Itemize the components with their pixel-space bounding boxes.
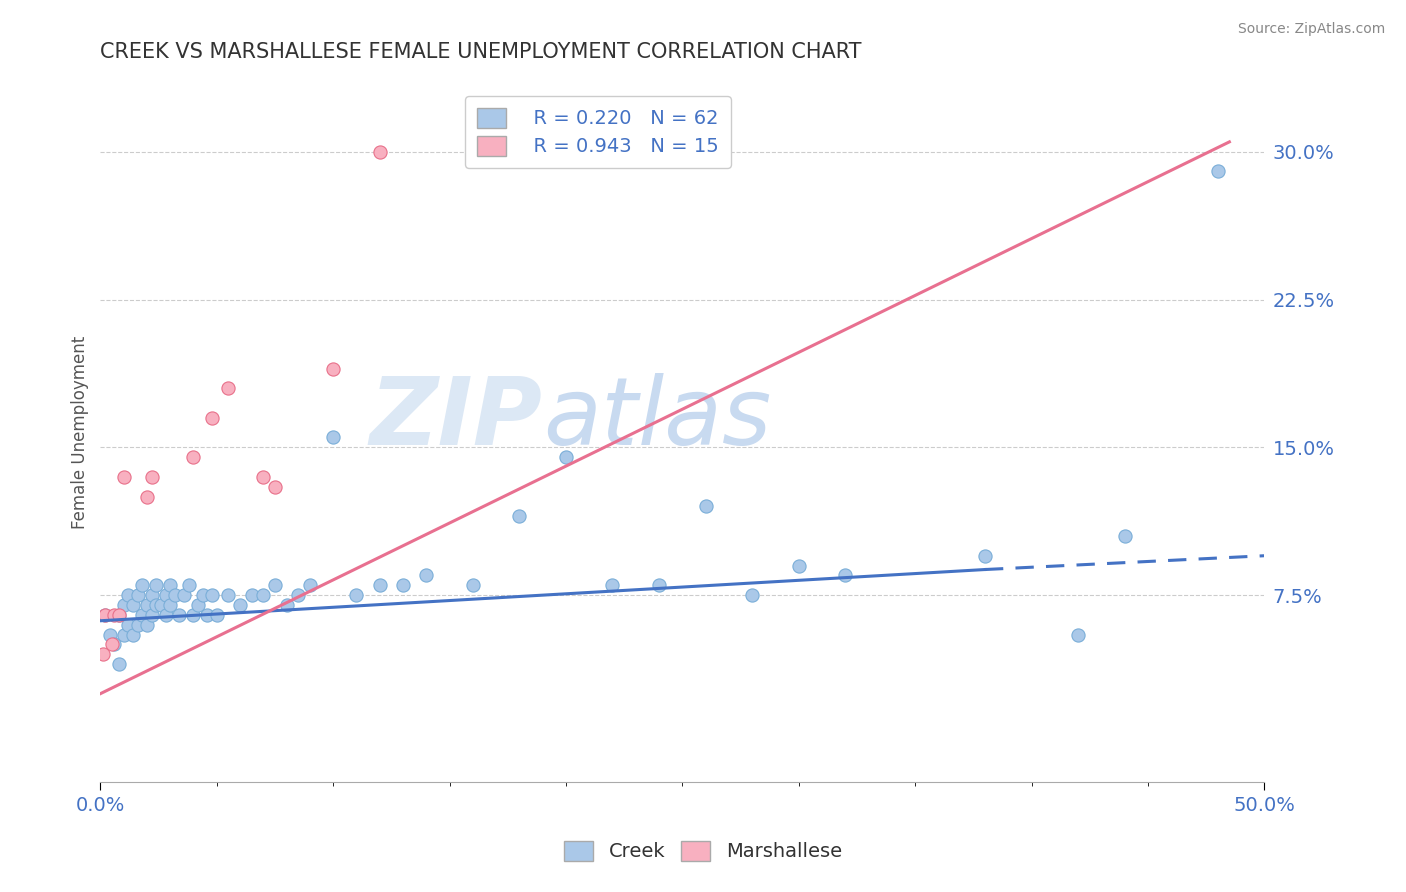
Point <box>159 598 181 612</box>
Point <box>1206 164 1229 178</box>
Point <box>135 490 157 504</box>
Point <box>163 588 186 602</box>
Point <box>1067 627 1090 641</box>
Point <box>155 607 177 622</box>
Point <box>135 598 157 612</box>
Point <box>98 627 121 641</box>
Point <box>555 450 578 465</box>
Point <box>127 588 149 602</box>
Point <box>135 617 157 632</box>
Point <box>141 470 163 484</box>
Point <box>108 657 131 672</box>
Text: atlas: atlas <box>543 373 770 464</box>
Point <box>648 578 671 592</box>
Text: CREEK VS MARSHALLESE FEMALE UNEMPLOYMENT CORRELATION CHART: CREEK VS MARSHALLESE FEMALE UNEMPLOYMENT… <box>100 42 862 62</box>
Point <box>112 598 135 612</box>
Point <box>177 578 200 592</box>
Point <box>131 607 153 622</box>
Point <box>117 588 139 602</box>
Point <box>169 607 191 622</box>
Point <box>173 588 195 602</box>
Point <box>122 627 145 641</box>
Point <box>508 509 530 524</box>
Point <box>229 598 252 612</box>
Point <box>344 588 367 602</box>
Point <box>276 598 298 612</box>
Point <box>159 578 181 592</box>
Point <box>298 578 321 592</box>
Point <box>103 607 125 622</box>
Point <box>392 578 415 592</box>
Point <box>834 568 856 582</box>
Point <box>695 500 717 514</box>
Point <box>602 578 624 592</box>
Point <box>117 617 139 632</box>
Point <box>141 588 163 602</box>
Point <box>264 578 287 592</box>
Point <box>415 568 437 582</box>
Point <box>287 588 309 602</box>
Text: Source: ZipAtlas.com: Source: ZipAtlas.com <box>1237 22 1385 37</box>
Point <box>94 607 117 622</box>
Point <box>155 588 177 602</box>
Text: ZIP: ZIP <box>370 373 543 465</box>
Point <box>145 598 167 612</box>
Point <box>191 588 214 602</box>
Point <box>108 607 131 622</box>
Point <box>322 430 344 444</box>
Point <box>197 607 219 622</box>
Point <box>217 381 239 395</box>
Point <box>131 578 153 592</box>
Point <box>205 607 228 622</box>
Point <box>145 578 167 592</box>
Point <box>183 607 205 622</box>
Point <box>264 480 287 494</box>
Point <box>461 578 484 592</box>
Point <box>91 647 114 661</box>
Point <box>112 470 135 484</box>
Point <box>974 549 997 563</box>
Point <box>101 637 124 651</box>
Point <box>103 637 125 651</box>
Point <box>368 145 391 159</box>
Point <box>112 627 135 641</box>
Point <box>741 588 763 602</box>
Point <box>201 588 224 602</box>
Point <box>108 607 131 622</box>
Point <box>122 598 145 612</box>
Point <box>252 588 274 602</box>
Point <box>201 410 224 425</box>
Point <box>368 578 391 592</box>
Legend: Creek, Marshallese: Creek, Marshallese <box>557 833 849 869</box>
Point <box>322 361 344 376</box>
Point <box>127 617 149 632</box>
Legend:   R = 0.220   N = 62,   R = 0.943   N = 15: R = 0.220 N = 62, R = 0.943 N = 15 <box>465 96 731 169</box>
Point <box>787 558 810 573</box>
Point <box>187 598 209 612</box>
Point <box>1114 529 1136 543</box>
Point <box>252 470 274 484</box>
Point <box>183 450 205 465</box>
Point <box>94 607 117 622</box>
Point <box>240 588 263 602</box>
Point <box>217 588 239 602</box>
Point <box>141 607 163 622</box>
Y-axis label: Female Unemployment: Female Unemployment <box>72 336 89 529</box>
Point <box>149 598 172 612</box>
